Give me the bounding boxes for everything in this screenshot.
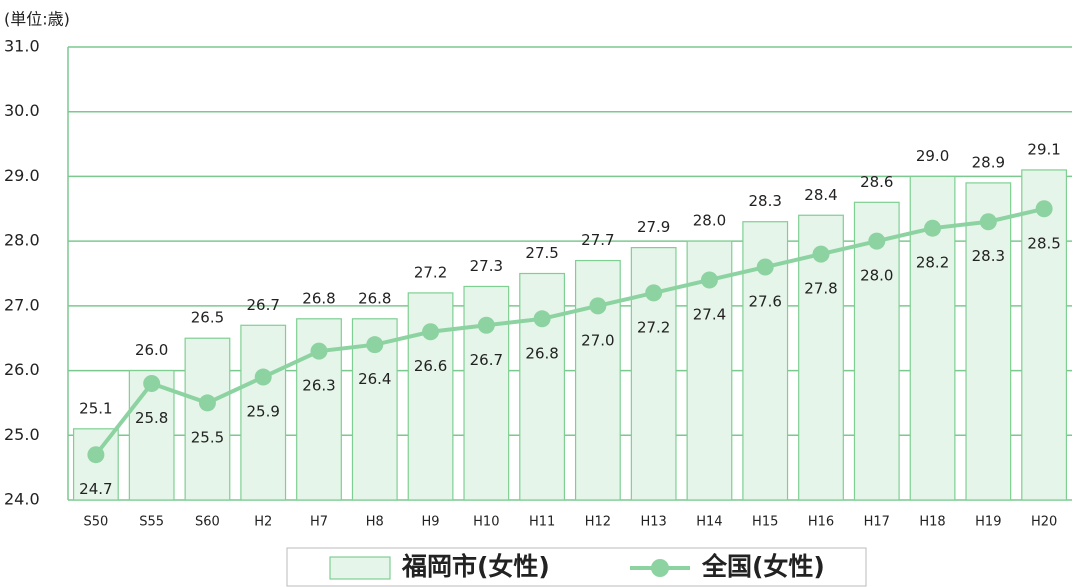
bar-value-label: 28.3: [749, 192, 782, 210]
bar-value-label: 27.5: [525, 244, 558, 262]
x-tick-label: H18: [919, 515, 945, 530]
line-value-label: 25.8: [135, 409, 168, 427]
x-tick-label: H10: [473, 515, 499, 530]
line-value-label: 26.3: [302, 377, 335, 395]
line-marker: [143, 375, 161, 393]
bar: [128, 369, 175, 501]
bar-value-label: 27.2: [414, 263, 447, 281]
x-tick-label: H8: [366, 515, 384, 530]
legend-label: 福岡市(女性): [401, 552, 550, 581]
line-value-label: 26.7: [470, 351, 503, 369]
line-marker: [589, 297, 607, 315]
line-value-label: 28.0: [860, 267, 893, 285]
line-marker: [924, 219, 942, 237]
line-value-label: 25.9: [247, 403, 280, 421]
y-tick-label: 28.0: [4, 231, 40, 250]
legend-swatch-marker: [651, 559, 669, 577]
bar-value-label: 29.0: [916, 147, 949, 165]
bar: [574, 259, 621, 501]
bar: [184, 337, 231, 501]
y-tick-label: 29.0: [4, 166, 40, 185]
x-tick-label: H17: [864, 515, 890, 530]
x-tick-label: H7: [310, 515, 328, 530]
line-marker: [310, 342, 328, 360]
y-tick-label: 25.0: [4, 425, 40, 444]
x-tick-label: H16: [808, 515, 834, 530]
line-value-label: 26.4: [358, 370, 391, 388]
x-tick-label: H14: [696, 515, 722, 530]
bar-value-label: 26.5: [191, 309, 224, 327]
line-value-label: 27.0: [581, 331, 614, 349]
line-value-label: 26.6: [414, 357, 447, 375]
bar-value-label: 26.8: [302, 289, 335, 307]
y-axis-label: (単位:歳): [4, 10, 70, 29]
line-marker: [700, 271, 718, 289]
x-tick-label: H11: [529, 515, 555, 530]
bar-value-label: 26.8: [358, 289, 391, 307]
bar: [519, 272, 566, 501]
line-marker: [533, 310, 551, 328]
y-tick-label: 30.0: [4, 101, 40, 120]
line-marker: [366, 336, 384, 354]
legend-label: 全国(女性): [701, 552, 825, 581]
x-tick-label: H19: [975, 515, 1001, 530]
x-tick-label: H2: [254, 515, 272, 530]
line-value-label: 27.8: [804, 280, 837, 298]
bar-value-label: 27.3: [470, 257, 503, 275]
x-tick-label: S60: [195, 515, 220, 530]
legend-swatch: [329, 556, 391, 580]
bar-value-label: 28.4: [804, 186, 837, 204]
bar-value-label: 26.7: [247, 296, 280, 314]
bar-value-label: 28.0: [693, 212, 726, 230]
line-value-label: 28.2: [916, 254, 949, 272]
line-marker: [645, 284, 663, 302]
x-tick-label: H20: [1031, 515, 1057, 530]
bar-value-label: 26.0: [135, 341, 168, 359]
x-tick-label: H9: [422, 515, 440, 530]
bar: [965, 182, 1012, 501]
bar-value-label: 28.6: [860, 173, 893, 191]
line-value-label: 24.7: [79, 480, 112, 498]
bar-value-label: 25.1: [79, 399, 112, 417]
line-value-label: 26.8: [525, 344, 558, 362]
x-tick-label: H13: [641, 515, 667, 530]
line-marker: [812, 245, 830, 263]
bar: [72, 428, 119, 501]
line-marker: [477, 316, 495, 334]
x-tick-label: H15: [752, 515, 778, 530]
bar-value-label: 27.9: [637, 218, 670, 236]
x-tick-label: S55: [139, 515, 164, 530]
y-tick-label: 24.0: [4, 490, 40, 509]
line-marker: [198, 394, 216, 412]
line-marker: [756, 258, 774, 276]
line-marker: [422, 323, 440, 341]
line: [94, 206, 1045, 456]
line-marker: [979, 213, 997, 231]
line-value-label: 28.3: [972, 247, 1005, 265]
line-marker: [87, 446, 105, 464]
line-marker: [254, 368, 272, 386]
line-value-label: 27.2: [637, 318, 670, 336]
bar: [1021, 169, 1068, 501]
y-tick-label: 26.0: [4, 360, 40, 379]
bar: [240, 324, 287, 501]
line-value-label: 27.4: [693, 305, 726, 323]
x-tick-label: H12: [585, 515, 611, 530]
line-value-label: 27.6: [749, 293, 782, 311]
y-tick-label: 31.0: [4, 37, 40, 56]
line-marker: [1035, 200, 1053, 218]
bar-value-label: 29.1: [1027, 140, 1060, 158]
bar: [798, 214, 844, 501]
bar-value-label: 28.9: [972, 153, 1005, 171]
bar-value-label: 27.7: [581, 231, 614, 249]
bar: [853, 201, 900, 501]
line-marker: [868, 232, 886, 250]
y-tick-label: 27.0: [4, 295, 40, 314]
line-value-label: 25.5: [191, 428, 224, 446]
line-value-label: 28.5: [1027, 234, 1060, 252]
x-tick-label: S50: [83, 515, 108, 530]
